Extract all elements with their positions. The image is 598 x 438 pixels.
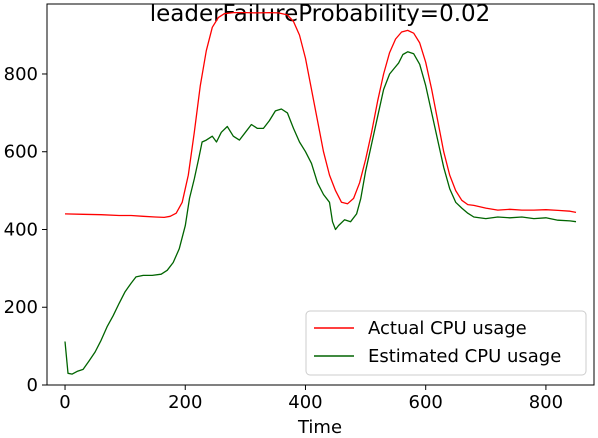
x-tick-label: 200 bbox=[168, 392, 202, 413]
x-tick-label: 600 bbox=[409, 392, 443, 413]
y-axis: 0 200 400 600 800 bbox=[4, 64, 47, 396]
x-axis-label: Time bbox=[297, 417, 342, 438]
y-tick-label: 600 bbox=[4, 142, 38, 163]
legend-box bbox=[305, 310, 587, 376]
y-tick-label: 0 bbox=[27, 375, 38, 396]
chart-title: leaderFailureProbability=0.02 bbox=[150, 1, 491, 27]
x-axis: 0 200 400 600 800 bbox=[59, 385, 563, 413]
y-tick-label: 400 bbox=[4, 219, 38, 240]
series-layer bbox=[64, 11, 577, 375]
legend: Actual CPU usage Estimated CPU usage bbox=[305, 310, 587, 376]
x-tick-label: 0 bbox=[59, 392, 70, 413]
y-tick-label: 800 bbox=[4, 64, 38, 85]
y-tick-label: 200 bbox=[4, 297, 38, 318]
plot-frame bbox=[46, 3, 595, 386]
series-line-estimated bbox=[64, 51, 577, 375]
legend-label-estimated: Estimated CPU usage bbox=[368, 346, 561, 367]
legend-label-actual: Actual CPU usage bbox=[368, 318, 527, 339]
x-tick-label: 800 bbox=[529, 392, 563, 413]
series-line-actual bbox=[64, 11, 577, 219]
x-tick-label: 400 bbox=[288, 392, 322, 413]
